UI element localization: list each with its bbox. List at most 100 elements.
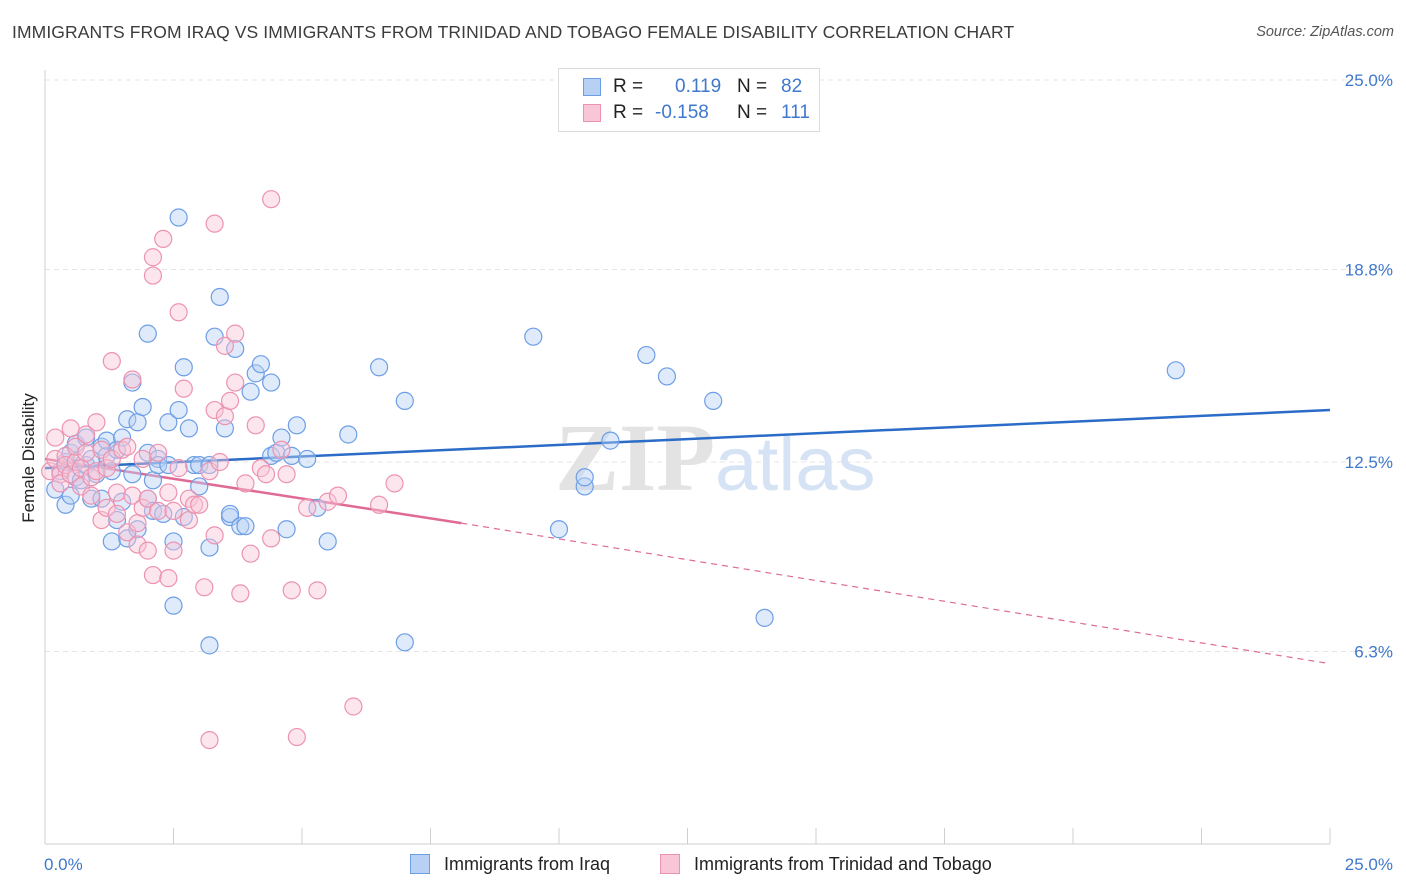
iraq-point [174,507,193,527]
trinidad-point [169,459,188,478]
trinidad-point [92,440,111,459]
trinidad-point [164,501,183,520]
trinidad-trend-extension [461,522,1331,665]
iraq-point [575,477,594,496]
iraq-point [159,455,178,475]
trinidad-point [154,229,173,249]
trinidad-point [102,352,121,371]
chart-title: IMMIGRANTS FROM IRAQ VS IMMIGRANTS FROM … [12,22,1015,42]
iraq-point [277,520,296,539]
iraq-point [657,367,677,386]
iraq-point [128,413,147,432]
series-legend-trinidad: Immigrants from Trinidad and Tobago [660,852,992,876]
iraq-point [241,382,260,401]
x-tick-label-min: 0.0% [44,855,83,874]
legend-n-label: N = [737,76,768,97]
trinidad-point [164,541,183,560]
y-tick-label: 12.5% [1345,453,1393,472]
iraq-point [174,358,193,377]
trinidad-point [87,462,106,481]
trinidad-point [133,498,152,517]
trinidad-point [51,474,70,493]
trinidad-point [128,514,147,533]
iraq-point [251,355,270,374]
y-tick-labels: 6.3% 12.5% 18.8% 25.0% [1345,71,1393,661]
iraq-point [118,529,137,548]
iraq-point [169,400,188,420]
x-tick-labels: 0.0% 25.0% [44,855,1393,874]
grid-lines [45,79,1392,652]
trinidad-point [195,578,214,597]
legend-r-label: R = [613,102,644,123]
iraq-point [575,468,594,487]
legend-swatch-iraq [583,78,601,96]
trinidad-point [205,526,224,545]
iraq-point [164,596,183,615]
iraq-point [133,397,152,417]
iraq-point [298,449,317,469]
trinidad-point [282,581,301,600]
trinidad-point [210,452,229,472]
iraq-point [138,324,157,343]
trinidad-point [262,190,281,209]
iraq-point [308,498,327,517]
y-tick-label: 25.0% [1345,71,1393,90]
iraq-point [1166,361,1185,380]
trinidad-point [344,697,363,716]
iraq-point [118,410,137,429]
trinidad-point [318,492,337,511]
trinidad-point [148,501,168,520]
iraq-point [395,391,414,410]
trinidad-point [118,523,137,542]
trinidad-point [236,474,255,493]
iraq-point [524,327,543,346]
trinidad-point [385,474,404,493]
axes [44,70,1331,845]
trinidad-point [205,400,224,420]
iraq-point [370,358,389,377]
trinidad-point [277,465,296,484]
legend-swatch-trinidad [583,104,601,122]
trinidad-point [298,498,317,517]
data-points [41,190,1185,750]
iraq-point [143,471,163,490]
iraq-point [190,477,209,496]
trinidad-point [272,440,291,459]
iraq-point [107,510,127,530]
trinidad-point [123,486,142,505]
x-tick-label-max: 25.0% [1345,855,1393,874]
iraq-point [549,520,569,539]
trinidad-point [220,391,240,410]
trinidad-point [174,379,193,398]
iraq-point [704,391,723,410]
trinidad-point [112,440,132,459]
iraq-point [236,517,255,536]
trend-lines [44,408,1331,665]
trinidad-point [102,449,121,469]
y-tick-label: 6.3% [1354,642,1393,661]
iraq-point [184,455,204,475]
trinidad-point [159,569,178,588]
trinidad-point [226,324,245,343]
iraq-point [154,504,173,524]
iraq-point [395,633,414,652]
trinidad-point [107,483,127,502]
trinidad-point [51,465,70,484]
legend-row-trinidad: R = -0.158 N = 111 [583,101,810,125]
legend-n-value-trinidad: 111 [781,102,810,123]
trinidad-point [123,370,142,389]
trinidad-point [143,266,163,285]
iraq-point [66,468,85,487]
trinidad-point [328,486,348,505]
iraq-point [210,287,229,307]
iraq-trend-line [44,408,1331,470]
source-label: Source: ZipAtlas.com [1256,24,1394,40]
iraq-point [246,364,265,383]
series-swatch-trinidad [660,854,680,874]
legend-r-value-trinidad: -0.158 [655,102,709,123]
iraq-point [61,486,80,505]
trinidad-point [128,535,147,554]
iraq-point [220,504,240,524]
trinidad-point [215,407,234,426]
iraq-point [97,431,116,450]
